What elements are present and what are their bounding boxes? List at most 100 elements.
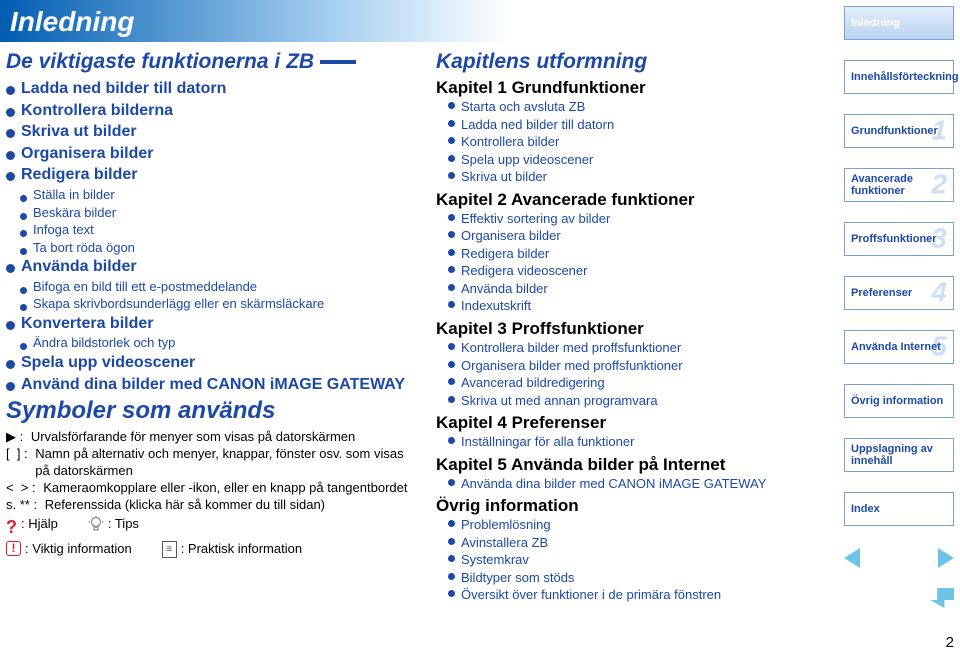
chapter-topic[interactable]: Systemkrav: [436, 551, 816, 569]
chapter-topic[interactable]: Indexutskrift: [436, 297, 816, 315]
sidebar-tab-label: Övrig information: [851, 395, 947, 407]
sidebar-tab[interactable]: Preferenser4: [844, 276, 954, 310]
feature-item-minor[interactable]: Ändra bildstorlek och typ: [6, 334, 421, 352]
chapter-topic[interactable]: Organisera bilder med proffsfunktioner: [436, 357, 816, 375]
chapter-topic[interactable]: Använda bilder: [436, 280, 816, 298]
chapter-topic-label: Organisera bilder: [461, 227, 561, 245]
sidebar-tab[interactable]: Använda Internet5: [844, 330, 954, 364]
bullet-icon: [448, 437, 455, 444]
feature-item-major[interactable]: Kontrollera bilderna: [6, 100, 421, 122]
chapter-title[interactable]: Kapitel 1 Grundfunktioner: [436, 78, 816, 98]
return-button[interactable]: [930, 588, 954, 608]
chapter-topic[interactable]: Redigera bilder: [436, 245, 816, 263]
bullet-icon: [20, 343, 27, 350]
chapter-title[interactable]: Övrig information: [436, 496, 816, 516]
chapter-topic[interactable]: Effektiv sortering av bilder: [436, 210, 816, 228]
bulb-icon: [88, 516, 104, 539]
chapter-topic[interactable]: Starta och avsluta ZB: [436, 98, 816, 116]
chapter-topic[interactable]: Ladda ned bilder till datorn: [436, 116, 816, 134]
bullet-icon: [6, 172, 15, 181]
bullet-icon: [448, 301, 455, 308]
sidebar-tab-label: Grundfunktioner: [851, 125, 947, 137]
sidebar-tab[interactable]: Övrig information: [844, 384, 954, 418]
sidebar-tab[interactable]: Index: [844, 492, 954, 526]
chapter-title[interactable]: Kapitel 5 Använda bilder på Internet: [436, 455, 816, 475]
heading-rule: [320, 60, 356, 64]
sidebar-tab[interactable]: Inledning: [844, 6, 954, 40]
chapter-title[interactable]: Kapitel 4 Preferenser: [436, 413, 816, 433]
chapter-topic[interactable]: Organisera bilder: [436, 227, 816, 245]
sidebar-tab[interactable]: Avancerade funktioner2: [844, 168, 954, 202]
symbol-text: Namn på alternativ och menyer, knappar, …: [35, 446, 421, 480]
feature-item-minor[interactable]: Ta bort röda ögon: [6, 239, 421, 257]
chapter-topic[interactable]: Avancerad bildredigering: [436, 374, 816, 392]
bullet-icon: [448, 102, 455, 109]
bullet-icon: [448, 284, 455, 291]
feature-item-major[interactable]: Använd dina bilder med CANON iMAGE GATEW…: [6, 374, 421, 396]
feature-label: Redigera bilder: [21, 164, 137, 186]
bullet-icon: [448, 137, 455, 144]
chapter-topic[interactable]: Inställningar för alla funktioner: [436, 433, 816, 451]
prev-page-button[interactable]: [844, 548, 860, 568]
feature-item-minor[interactable]: Infoga text: [6, 221, 421, 239]
chapter-topic-label: Översikt över funktioner i de primära fö…: [461, 586, 721, 604]
symbols-list: ▶ : Urvalsförfarande för menyer som visa…: [6, 429, 421, 513]
symbol-prefix: < > :: [6, 480, 39, 497]
feature-item-major[interactable]: Konvertera bilder: [6, 313, 421, 335]
chapter-topic[interactable]: Kontrollera bilder med proffsfunktioner: [436, 339, 816, 357]
feature-label: Beskära bilder: [33, 204, 116, 222]
chapter-topic-label: Kontrollera bilder: [461, 133, 559, 151]
feature-item-minor[interactable]: Bifoga en bild till ett e-postmeddelande: [6, 278, 421, 296]
sidebar-tab[interactable]: Innehållsförteckning: [844, 60, 954, 94]
tips-line: : Tips: [88, 516, 139, 539]
feature-item-minor[interactable]: Skapa skrivbordsunderlägg eller en skärm…: [6, 295, 421, 313]
bullet-icon: [6, 321, 15, 330]
feature-item-major[interactable]: Använda bilder: [6, 256, 421, 278]
bullet-icon: [448, 555, 455, 562]
feature-item-major[interactable]: Skriva ut bilder: [6, 121, 421, 143]
important-line: ! : Viktig information: [6, 541, 132, 558]
symbols-heading: Symboler som används: [6, 397, 421, 425]
next-page-button[interactable]: [938, 548, 954, 568]
chapter-title[interactable]: Kapitel 2 Avancerade funktioner: [436, 190, 816, 210]
sidebar-tab[interactable]: Grundfunktioner1: [844, 114, 954, 148]
feature-item-major[interactable]: Organisera bilder: [6, 143, 421, 165]
chapter-topic[interactable]: Bildtyper som stöds: [436, 569, 816, 587]
symbols-heading-text: Symboler som används: [6, 397, 275, 425]
sidebar-tab[interactable]: Uppslagning av innehåll: [844, 438, 954, 472]
feature-item-major[interactable]: Redigera bilder: [6, 164, 421, 186]
practical-line: ≡ : Praktisk information: [162, 541, 302, 558]
chapter-topic[interactable]: Översikt över funktioner i de primära fö…: [436, 586, 816, 604]
feature-item-minor[interactable]: Ställa in bilder: [6, 186, 421, 204]
bullet-icon: [448, 396, 455, 403]
sidebar-tab-label: Index: [851, 503, 947, 515]
bullet-icon: [20, 230, 27, 237]
chapter-topic-label: Organisera bilder med proffsfunktioner: [461, 357, 683, 375]
chapter-topic[interactable]: Skriva ut bilder: [436, 168, 816, 186]
mid-section-heading-text: Kapitlens utformning: [436, 50, 647, 74]
chapter-topic[interactable]: Kontrollera bilder: [436, 133, 816, 151]
bullet-icon: [6, 86, 15, 95]
important-label: : Viktig information: [25, 541, 132, 558]
feature-item-major[interactable]: Ladda ned bilder till datorn: [6, 78, 421, 100]
bullet-icon: [20, 195, 27, 202]
chapter-topic-label: Spela upp videoscener: [461, 151, 593, 169]
practical-label: : Praktisk information: [181, 541, 302, 558]
sidebar-tab[interactable]: Proffsfunktioner3: [844, 222, 954, 256]
chapter-topic[interactable]: Spela upp videoscener: [436, 151, 816, 169]
chapter-topic-label: Avinstallera ZB: [461, 534, 548, 552]
chapter-topic[interactable]: Skriva ut med annan programvara: [436, 392, 816, 410]
chapter-topic[interactable]: Använda dina bilder med CANON iMAGE GATE…: [436, 475, 816, 493]
chapter-topic[interactable]: Redigera videoscener: [436, 262, 816, 280]
feature-item-minor[interactable]: Beskära bilder: [6, 204, 421, 222]
bullet-icon: [448, 590, 455, 597]
symbol-prefix: ▶ :: [6, 429, 27, 446]
feature-item-major[interactable]: Spela upp videoscener: [6, 352, 421, 374]
chapter-topic-label: Redigera bilder: [461, 245, 549, 263]
chapter-topic[interactable]: Problemlösning: [436, 516, 816, 534]
chapter-topic-label: Använda dina bilder med CANON iMAGE GATE…: [461, 475, 766, 493]
sidebar: Inledning Innehållsförteckning Grundfunkti…: [844, 6, 954, 651]
chapter-title[interactable]: Kapitel 3 Proffsfunktioner: [436, 319, 816, 339]
help-line: ? : Hjälp: [6, 516, 58, 539]
chapter-topic[interactable]: Avinstallera ZB: [436, 534, 816, 552]
